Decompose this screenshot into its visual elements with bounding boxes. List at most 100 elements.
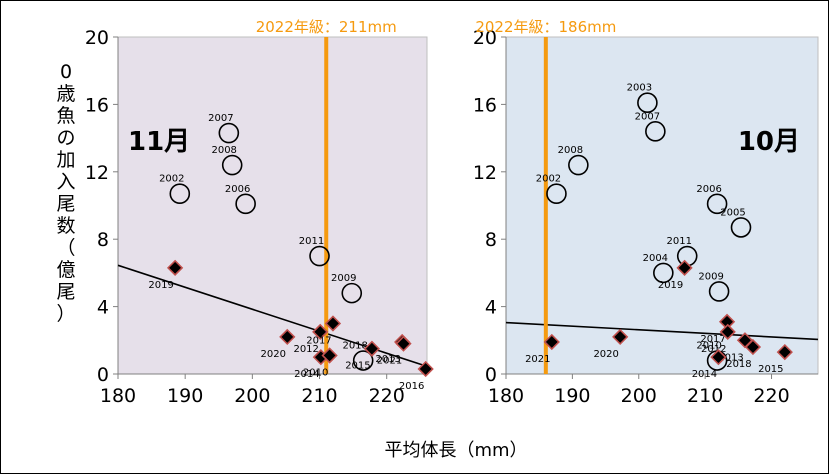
point-year-label: 2009 xyxy=(698,271,723,282)
point-year-label: 2008 xyxy=(558,145,583,156)
circle-marker xyxy=(169,183,191,205)
point-year-label: 2009 xyxy=(331,273,356,284)
point-year-label: 2002 xyxy=(536,174,561,185)
circle-marker xyxy=(708,281,730,302)
y-axis-label-char: 数 xyxy=(56,215,75,237)
plot-area xyxy=(117,36,428,375)
diamond-marker xyxy=(543,333,560,351)
point-year-label: 2006 xyxy=(225,184,250,195)
diamond-marker xyxy=(710,349,727,366)
point-year-label: 2017 xyxy=(306,335,331,346)
diamond-marker xyxy=(776,343,793,361)
x-axis-label: 平均体長（mm） xyxy=(384,440,527,461)
point-year-label: 2003 xyxy=(627,83,652,94)
point-year-label: 2018 xyxy=(342,341,367,352)
x-tick-label: 180 xyxy=(488,385,524,407)
point-year-label: 2014 xyxy=(692,369,717,380)
y-tick-label: 0 xyxy=(485,364,497,386)
y-axis-label-char: 魚 xyxy=(56,105,75,127)
plot-area xyxy=(505,36,819,375)
point-year-label: 2010 xyxy=(696,341,721,352)
point-year-label: 2007 xyxy=(635,111,660,122)
point-year-label: 2011 xyxy=(299,236,324,247)
panel-month-label: 10月 xyxy=(738,127,800,157)
point-year-label: 2021 xyxy=(525,354,550,365)
point-year-label: 2008 xyxy=(211,145,236,156)
diamond-marker xyxy=(279,328,296,346)
point-year-label: 2011 xyxy=(666,236,691,247)
y-tick-label: 12 xyxy=(473,162,497,184)
point-year-label: 2021 xyxy=(377,356,402,367)
point-year-label: 2019 xyxy=(658,280,683,291)
y-axis-label-char: 尾 xyxy=(56,281,75,303)
circle-marker xyxy=(341,282,363,304)
x-tick-label: 200 xyxy=(621,385,657,407)
x-tick-label: 220 xyxy=(753,385,789,407)
point-year-label: 2015 xyxy=(345,361,370,372)
y-axis-label-char: 歳 xyxy=(56,83,75,105)
point-year-label: 2004 xyxy=(643,253,668,264)
circle-marker xyxy=(221,154,243,176)
x-tick-label: 180 xyxy=(100,385,136,407)
point-year-label: 2013 xyxy=(375,354,400,365)
point-year-label: 2020 xyxy=(593,349,618,360)
y-axis-label-char: の xyxy=(56,127,75,149)
diamond-marker xyxy=(166,259,184,276)
circle-marker xyxy=(218,122,240,144)
chart-panel-2: 0 4 8 12 16 20 180 190 200 210 220 2022年級：186mm 2002… xyxy=(473,18,819,407)
x-tick-label: 210 xyxy=(301,385,337,407)
point-year-label: 2012 xyxy=(701,344,726,355)
diamond-marker xyxy=(363,340,381,357)
cohort-2022-label: 2022年級：186mm xyxy=(475,18,616,36)
cohort-2022-label: 2022年級：211mm xyxy=(256,18,397,36)
circle-marker xyxy=(637,92,658,114)
point-year-label: 2013 xyxy=(718,352,743,363)
point-year-label: 2012 xyxy=(293,344,318,355)
y-tick-label: 16 xyxy=(473,94,497,116)
y-axis-label-char: 億 xyxy=(56,259,75,281)
point-year-label: 2018 xyxy=(726,359,751,370)
circle-marker xyxy=(730,217,752,238)
y-tick-label: 4 xyxy=(485,297,497,319)
y-tick-label: 4 xyxy=(97,297,109,319)
chart-panel-1: 0 4 8 12 16 20 180 190 200 210 220 2022年級：211mm 2002… xyxy=(85,18,434,407)
point-year-label: 2019 xyxy=(148,280,173,291)
diamond-marker xyxy=(744,338,762,356)
point-year-label: 2006 xyxy=(696,184,721,195)
y-tick-label: 20 xyxy=(473,27,497,49)
diamond-marker xyxy=(736,332,754,349)
panel-month-label: 11月 xyxy=(128,127,190,157)
diamond-marker xyxy=(312,323,329,341)
x-tick-label: 220 xyxy=(369,385,405,407)
diamond-marker xyxy=(612,328,629,346)
x-tick-label: 200 xyxy=(234,385,270,407)
point-year-label: 2016 xyxy=(399,381,424,392)
diamond-marker xyxy=(321,347,338,364)
y-axis-label-char: （ xyxy=(56,237,75,259)
point-year-label: 2007 xyxy=(208,113,233,124)
y-axis-label-char: 0 xyxy=(60,61,72,83)
point-year-label: 2014 xyxy=(294,369,319,380)
y-tick-label: 16 xyxy=(85,94,109,116)
diamond-marker xyxy=(417,360,434,378)
circle-marker xyxy=(645,121,666,142)
point-year-label: 2002 xyxy=(159,174,184,185)
x-tick-label: 210 xyxy=(687,385,723,407)
point-year-label: 2020 xyxy=(261,349,286,360)
circle-marker xyxy=(653,262,674,284)
point-year-label: 2015 xyxy=(758,364,783,375)
y-tick-label: 20 xyxy=(85,27,109,49)
y-tick-label: 0 xyxy=(97,364,109,386)
diamond-marker xyxy=(324,315,342,332)
circle-marker xyxy=(235,193,256,215)
diamond-marker xyxy=(719,323,736,341)
point-year-label: 2005 xyxy=(720,207,745,218)
trend-line xyxy=(505,321,819,341)
point-year-label: 2010 xyxy=(303,367,328,378)
point-year-label: 2017 xyxy=(700,334,725,345)
y-axis-label-char: 入 xyxy=(56,171,75,193)
x-tick-label: 190 xyxy=(554,385,590,407)
y-tick-label: 8 xyxy=(97,229,109,251)
